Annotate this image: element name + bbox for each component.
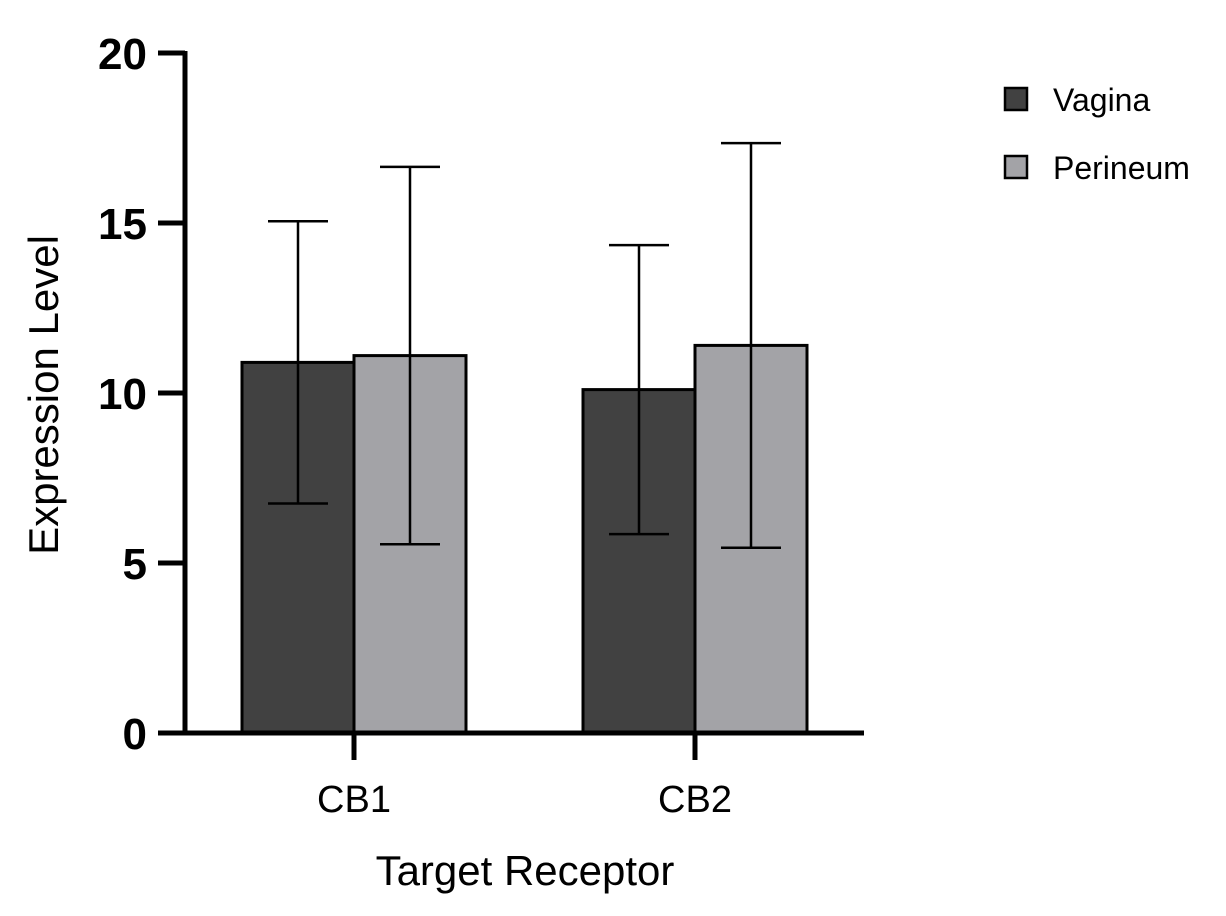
x-axis-title: Target Receptor	[376, 847, 675, 894]
y-tick-label-15: 15	[98, 200, 147, 249]
y-tick-label-0: 0	[123, 710, 147, 759]
axes	[158, 50, 864, 760]
legend-label-vagina: Vagina	[1053, 82, 1150, 118]
legend-swatch-perineum	[1003, 154, 1029, 180]
bars-layer	[240, 343, 809, 735]
y-tick-label-10: 10	[98, 370, 147, 419]
y-axis-title: Expression Level	[20, 235, 67, 555]
legend-swatch-vagina	[1003, 86, 1029, 112]
x-tick-label-cb2: CB2	[658, 779, 732, 821]
legend-label-perineum: Perineum	[1053, 150, 1190, 186]
x-tick-label-cb1: CB1	[317, 779, 391, 821]
y-tick-label-20: 20	[98, 30, 147, 79]
legend: Vagina Perineum	[1003, 82, 1190, 186]
error-bars-layer	[268, 141, 781, 549]
y-tick-label-5: 5	[123, 540, 147, 589]
axis-labels: 0 5 10 15 20 CB1 CB2	[98, 30, 732, 821]
